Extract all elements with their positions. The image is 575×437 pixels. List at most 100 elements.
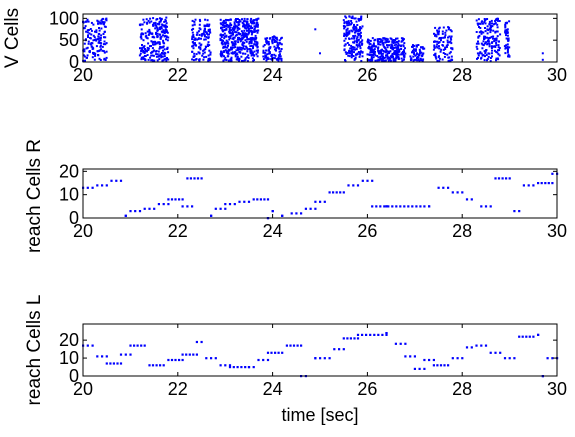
v-cells-spike (493, 49, 496, 52)
reach-cells-l-point (525, 335, 528, 338)
v-cells-spike (252, 47, 254, 50)
v-cells-spike (444, 53, 447, 55)
v-cells-spike (359, 53, 362, 56)
reach-cells-r-point (181, 198, 184, 201)
v-cells-spike (495, 59, 497, 62)
v-cells-spike (90, 45, 93, 48)
reach-cells-r-point (115, 179, 118, 182)
v-cells-spike (90, 21, 93, 24)
reach-cells-l-point (356, 333, 360, 336)
v-cells-spike (87, 36, 89, 38)
v-cells-spike (223, 32, 226, 35)
v-cells-spike (356, 52, 359, 55)
v-cells-spike (354, 31, 356, 34)
v-cells-spike (191, 38, 194, 41)
v-cells-spike (207, 30, 210, 33)
v-cells-spike (350, 54, 353, 57)
v-cells-spike (265, 49, 268, 52)
reach-cells-l-point (423, 358, 426, 362)
reach-cells-r-ytick-label: 20 (59, 161, 79, 181)
v-cells-spike (394, 39, 397, 42)
v-cells-spike (444, 48, 447, 50)
v-cells-spike (138, 54, 141, 57)
v-cells-spike (237, 48, 239, 51)
reach-cells-r-point (442, 186, 445, 189)
reach-cells-l-point (112, 362, 115, 365)
v-cells-spike (506, 21, 508, 24)
v-cells-spike (379, 38, 382, 41)
v-cells-spike (436, 43, 439, 46)
v-cells-spike (252, 37, 255, 40)
v-cells-spike (95, 38, 98, 41)
v-cells-spike (232, 36, 235, 39)
v-cells-spike (165, 29, 168, 31)
v-cells-spike (380, 51, 382, 54)
v-cells-spike (149, 31, 152, 34)
v-cells-spike (422, 58, 425, 61)
v-cells-spike (386, 57, 389, 60)
v-cells-spike (249, 50, 252, 53)
v-cells-spike (231, 51, 234, 54)
v-cells-spike (160, 54, 163, 57)
v-cells-spike (251, 30, 254, 33)
v-cells-spike (371, 49, 374, 52)
v-cells-spike (350, 29, 353, 32)
reach-cells-r-xtick-label: 26 (357, 221, 377, 241)
v-cells-spike (234, 43, 237, 46)
v-cells-spike (160, 30, 163, 33)
reach-cells-l-point (181, 353, 184, 356)
v-cells-spike (202, 32, 205, 35)
v-cells-spike (360, 35, 362, 38)
v-cells-spike (389, 37, 392, 40)
v-cells-spike (156, 27, 159, 30)
reach-cells-l-xtick-label: 20 (73, 379, 93, 399)
v-cells-spike (140, 58, 143, 61)
v-cells-spike (486, 59, 488, 62)
reach-cells-r-point (110, 179, 113, 182)
v-cells-spike (95, 45, 98, 48)
v-cells-spike (250, 44, 253, 47)
v-cells-spike (91, 42, 94, 45)
v-cells-spike (205, 55, 208, 58)
v-cells-spike (154, 24, 157, 27)
v-cells-spike (383, 46, 386, 49)
reach-cells-r-point (210, 214, 213, 217)
v-cells-spike (201, 33, 204, 36)
reach-cells-r-point (295, 212, 298, 215)
v-cells-spike (225, 39, 228, 42)
v-cells-spike (400, 53, 403, 56)
v-cells-spike (353, 25, 355, 28)
v-cells-spike (352, 28, 355, 31)
v-cells-spike (249, 37, 252, 40)
reach-cells-r-point (335, 191, 338, 194)
v-cells-spike (353, 51, 355, 54)
v-cells-spike (506, 51, 509, 54)
reach-cells-l-point (140, 344, 143, 347)
v-cells-spike (198, 46, 200, 49)
v-cells-spike (505, 44, 508, 47)
v-cells-spike (254, 38, 257, 41)
v-cells-spike (397, 46, 400, 49)
reach-cells-r-point (395, 205, 398, 208)
v-cells-spike (391, 56, 393, 59)
v-cells-spike (360, 60, 363, 62)
reach-cells-r-point (167, 198, 170, 201)
reach-cells-l-point (285, 344, 288, 347)
v-cells-spike (104, 25, 107, 28)
v-cells-spike (392, 58, 395, 61)
reach-cells-l-point (200, 340, 203, 344)
reach-cells-l-point (219, 364, 222, 367)
v-cells-spike (198, 18, 201, 21)
v-cells-spike (251, 36, 254, 39)
v-cells-spike (441, 58, 444, 61)
v-cells-spike (387, 40, 390, 43)
v-cells-spike (489, 24, 492, 27)
v-cells-spike (489, 31, 492, 34)
v-cells-spike (220, 55, 223, 58)
reach-cells-r-point (423, 205, 426, 208)
v-cells-spike (96, 19, 99, 22)
v-cells-spike (103, 51, 106, 54)
v-cells-spike (392, 60, 395, 62)
v-cells-spike (205, 31, 208, 34)
v-cells-spike (195, 58, 198, 60)
